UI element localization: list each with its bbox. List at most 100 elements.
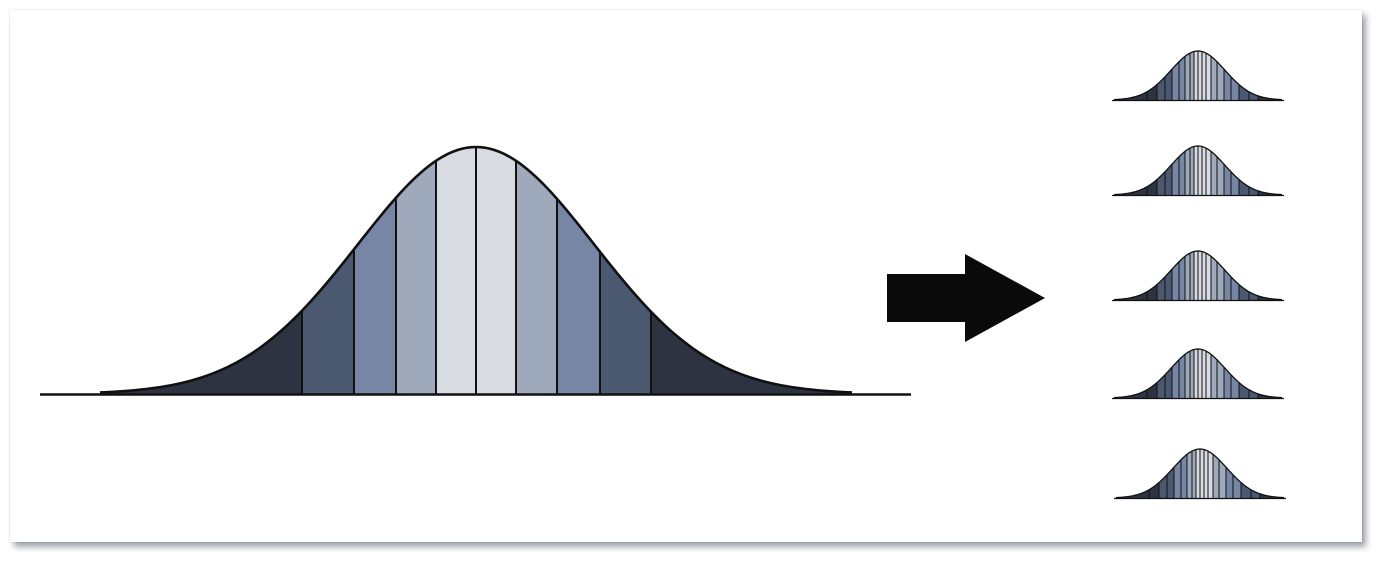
small-bell-curve-3-band-10 xyxy=(1198,251,1202,300)
small-bell-curve-2-band-2 xyxy=(1147,179,1157,195)
small-bell-curve-4 xyxy=(1112,348,1284,400)
small-bell-curve-3-band-7 xyxy=(1185,253,1190,300)
small-bell-curve-3-band-8 xyxy=(1190,251,1194,300)
small-bell-curve-3-band-5 xyxy=(1172,261,1179,300)
small-bell-curve-3-band-3 xyxy=(1157,276,1165,300)
small-bell-curve-4-band-1 xyxy=(1114,389,1147,398)
small-bell-curve-4-band-10 xyxy=(1198,349,1202,398)
small-bell-curve-1-band-3 xyxy=(1157,76,1165,100)
arrow-shape xyxy=(887,254,1045,342)
small-bell-curve-5-band-18 xyxy=(1251,489,1260,498)
small-bell-curve-5-band-11 xyxy=(1204,449,1208,498)
small-bell-curve-1-band-12 xyxy=(1206,53,1211,100)
small-bell-curve-2-band-3 xyxy=(1157,171,1165,195)
small-bell-curve-2-band-15 xyxy=(1224,164,1231,195)
small-bell-curve-1-band-5 xyxy=(1172,61,1179,100)
small-bell-curve-4-band-18 xyxy=(1249,389,1258,398)
small-bell-curve-1 xyxy=(1112,50,1284,102)
small-bell-curve-5-band-1 xyxy=(1116,489,1149,498)
small-bell-curve-5-band-14 xyxy=(1219,459,1226,498)
small-bell-curve-5-band-10 xyxy=(1200,449,1204,498)
large-bell-curve-band-9 xyxy=(600,251,651,394)
small-bell-curve-1-band-18 xyxy=(1249,91,1258,100)
small-bell-curve-3-band-2 xyxy=(1147,284,1157,300)
small-bell-curve-3-band-6 xyxy=(1179,256,1185,300)
small-bell-curve-5-outline xyxy=(1115,448,1285,499)
small-bell-curve-3-band-16 xyxy=(1231,276,1239,300)
small-bell-curve-5-band-9 xyxy=(1196,449,1200,498)
small-bell-curve-2 xyxy=(1112,145,1284,197)
small-bell-curve-4-band-16 xyxy=(1231,374,1239,398)
small-bell-curve-3-band-14 xyxy=(1217,261,1224,300)
small-bell-curve-2-band-1 xyxy=(1114,186,1147,195)
small-bell-curve-4-band-11 xyxy=(1202,349,1206,398)
small-bell-curve-3-band-12 xyxy=(1206,253,1211,300)
arrow-right-icon xyxy=(887,254,1045,342)
large-bell-curve-band-5 xyxy=(436,147,476,394)
small-bell-curve-4-band-15 xyxy=(1224,367,1231,398)
small-bell-curve-2-band-9 xyxy=(1194,146,1198,195)
small-bell-curve-1-band-17 xyxy=(1239,84,1249,100)
small-bell-curve-1-band-7 xyxy=(1185,53,1190,100)
large-bell-curve-band-1 xyxy=(100,310,302,394)
small-bell-curve-5-band-5 xyxy=(1174,459,1181,498)
small-bell-curve-1-band-15 xyxy=(1224,69,1231,100)
large-bell-curve-band-3 xyxy=(354,197,396,394)
small-bell-curve-5-band-17 xyxy=(1241,482,1251,498)
small-bell-curve-1-band-11 xyxy=(1202,51,1206,100)
small-bell-curve-2-band-18 xyxy=(1249,186,1258,195)
small-bell-curves xyxy=(1112,50,1286,500)
small-bell-curve-2-band-12 xyxy=(1206,148,1211,195)
small-bell-curve-5 xyxy=(1114,448,1286,500)
small-bell-curve-1-band-1 xyxy=(1114,91,1147,100)
small-bell-curve-1-band-10 xyxy=(1198,51,1202,100)
small-bell-curve-4-band-6 xyxy=(1179,354,1185,398)
large-bell-curve-band-8 xyxy=(557,198,600,394)
small-bell-curve-1-band-14 xyxy=(1217,61,1224,100)
small-bell-curve-5-band-13 xyxy=(1213,454,1219,498)
small-bell-curve-4-band-2 xyxy=(1147,382,1157,398)
small-bell-curve-5-band-16 xyxy=(1233,474,1241,498)
large-bell-curve-outline xyxy=(99,145,853,394)
small-bell-curve-4-band-7 xyxy=(1185,351,1190,398)
small-bell-curve-3-band-18 xyxy=(1249,291,1258,300)
small-bell-curve-1-band-8 xyxy=(1190,51,1194,100)
small-bell-curve-5-band-6 xyxy=(1181,454,1187,498)
small-bell-curve-2-band-10 xyxy=(1198,146,1202,195)
small-bell-curve-4-band-9 xyxy=(1194,349,1198,398)
small-bell-curve-2-band-4 xyxy=(1165,164,1172,195)
large-bell-curve-band-7 xyxy=(516,160,557,394)
large-bell-curve-band-2 xyxy=(302,249,354,394)
small-bell-curve-3-band-15 xyxy=(1224,269,1231,300)
small-bell-curve-3-band-11 xyxy=(1202,251,1206,300)
small-bell-curve-1-band-16 xyxy=(1231,76,1239,100)
small-bell-curve-3-band-1 xyxy=(1114,291,1147,300)
small-bell-curve-2-outline xyxy=(1113,145,1283,196)
large-bell-curve xyxy=(40,145,911,396)
small-bell-curve-1-band-2 xyxy=(1147,84,1157,100)
small-bell-curve-2-band-8 xyxy=(1190,146,1194,195)
small-bell-curve-4-band-13 xyxy=(1211,354,1217,398)
large-bell-curve-band-10 xyxy=(651,311,852,394)
small-bell-curve-4-band-14 xyxy=(1217,359,1224,398)
small-bell-curve-4-band-4 xyxy=(1165,367,1172,398)
small-bell-curve-2-band-14 xyxy=(1217,156,1224,195)
large-bell-curve-band-6 xyxy=(476,147,516,394)
small-bell-curve-3-band-9 xyxy=(1194,251,1198,300)
small-bell-curve-5-band-3 xyxy=(1159,474,1167,498)
small-bell-curve-5-band-2 xyxy=(1149,482,1159,498)
small-bell-curve-4-band-12 xyxy=(1206,351,1211,398)
small-bell-curve-5-band-8 xyxy=(1192,449,1196,498)
small-bell-curve-1-band-9 xyxy=(1194,51,1198,100)
small-bell-curve-2-band-7 xyxy=(1185,148,1190,195)
small-bell-curve-1-band-13 xyxy=(1211,56,1217,100)
small-bell-curve-4-band-3 xyxy=(1157,374,1165,398)
small-bell-curve-5-band-4 xyxy=(1167,467,1174,498)
small-bell-curve-3-band-17 xyxy=(1239,284,1249,300)
small-bell-curve-4-outline xyxy=(1113,348,1283,399)
small-bell-curve-2-band-16 xyxy=(1231,171,1239,195)
small-bell-curve-4-band-17 xyxy=(1239,382,1249,398)
small-bell-curve-3-band-13 xyxy=(1211,256,1217,300)
small-bell-curve-2-band-13 xyxy=(1211,151,1217,195)
